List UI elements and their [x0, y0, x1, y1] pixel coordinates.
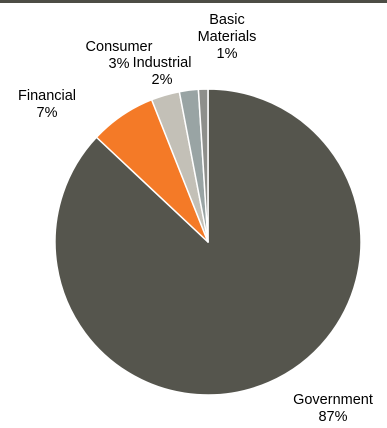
pie-label-line: 7%	[37, 105, 58, 121]
pie-label-line: Basic	[209, 12, 244, 28]
pie-label-basic-materials: Basic Materials 1%	[198, 12, 257, 62]
pie-label-line: 2%	[152, 72, 173, 88]
pie-label-government: Government 87%	[293, 392, 373, 425]
pie-label-line: 3%	[109, 56, 130, 72]
pie-label-line: Government	[293, 392, 373, 408]
pie-label-consumer: Consumer 3%	[86, 39, 153, 72]
pie-label-line: Consumer	[86, 39, 153, 55]
pie-label-line: Materials	[198, 29, 257, 45]
pie-label-line: 1%	[217, 46, 238, 62]
pie-label-line: Industrial	[133, 55, 192, 71]
pie-label-industrial: Industrial 2%	[133, 55, 192, 88]
pie-slice-basic-materials	[197, 88, 209, 243]
pie-labels: Government 87% Financial 7% Consumer 3% Indust…	[18, 12, 373, 425]
pie-label-financial: Financial 7%	[18, 88, 76, 121]
top-rule	[0, 0, 387, 3]
pie-slices	[54, 88, 362, 396]
pie-label-line: 87%	[318, 409, 347, 425]
pie-label-line: Financial	[18, 88, 76, 104]
